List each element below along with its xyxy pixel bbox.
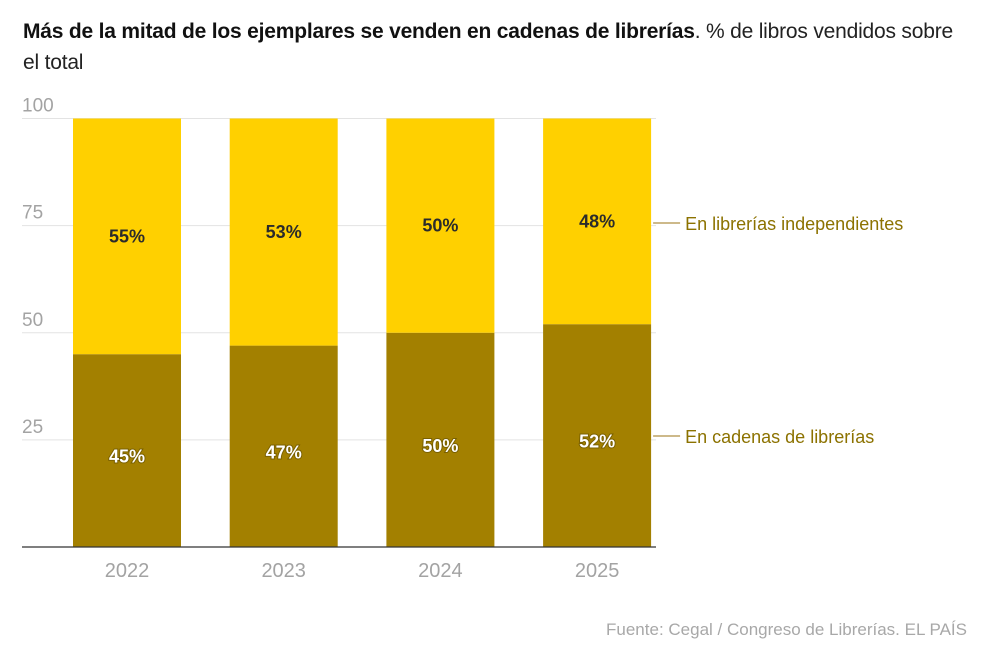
bar-independent-2024 [386, 118, 495, 333]
x-tick-label: 2022 [105, 560, 150, 582]
data-label: 55% [109, 226, 145, 246]
y-tick-label: 100 [22, 96, 54, 117]
data-label: 50% [422, 216, 458, 236]
legend-label: En librerías independientes [685, 214, 903, 234]
legend: En cadenas de librerías En librerías inde… [653, 214, 903, 447]
x-tick-label: 2025 [575, 560, 620, 582]
data-label: 52% [579, 432, 615, 452]
source-note: Fuente: Cegal / Congreso de Librerías. E… [606, 620, 967, 639]
data-label: 53% [266, 222, 302, 242]
y-tick-label: 25 [22, 417, 43, 438]
bar-independent-2025 [543, 118, 652, 325]
chart-title: Más de la mitad de los ejemplares se ven… [23, 16, 963, 78]
bar-chains-2025 [543, 324, 652, 547]
data-labels: 45% 55% 47% 53% 50% 50% 52% 48% [108, 211, 616, 467]
legend-label: En cadenas de librerías [685, 427, 874, 447]
bar-chains-2022 [73, 354, 181, 547]
chart-subtitle: . % de libros vendidos sobre el total [23, 20, 953, 74]
data-label: 50% [422, 436, 458, 456]
chart-title-bold: Más de la mitad de los ejemplares se ven… [23, 20, 695, 43]
data-label: 48% [579, 211, 615, 231]
data-label: 45% [109, 447, 145, 467]
x-tick-label: 2023 [261, 560, 306, 582]
axes: 2022 2023 2024 2025 [22, 546, 656, 582]
bar-independent-2022 [73, 118, 181, 355]
data-label: 47% [266, 442, 302, 462]
y-tick-label: 50 [22, 310, 43, 331]
bar-chains-2023 [229, 345, 338, 547]
bars [73, 118, 652, 547]
x-tick-label: 2024 [418, 560, 463, 582]
bar-independent-2023 [229, 118, 338, 346]
y-tick-label: 75 [22, 203, 43, 224]
bar-chains-2024 [386, 332, 495, 547]
